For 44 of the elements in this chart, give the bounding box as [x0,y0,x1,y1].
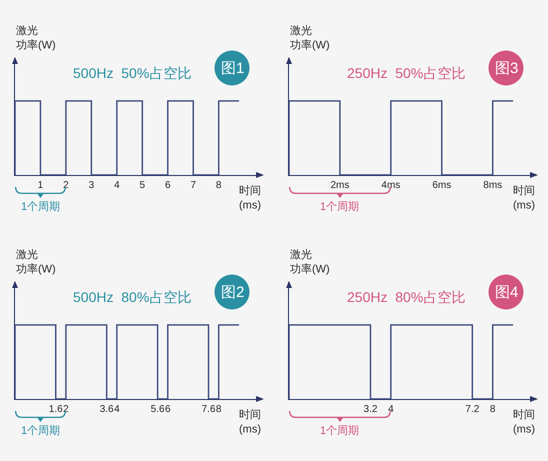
x-tick-label: 6 [165,180,171,192]
x-tick-label: 7.2 [465,404,480,416]
x-tick-label: 2ms [330,180,350,192]
text: 1个周期 [21,201,60,213]
x-tick-label: 1.6 [48,404,64,416]
x-axis-title: 时间 (ms) [513,408,535,436]
x-tick-label: 1 [38,180,44,192]
x-tick-label: 3.6 [100,404,114,416]
x-tick-label: 7.6 [202,404,216,416]
caption: 图3 [495,60,518,77]
x-tick-label: 7 [190,180,196,192]
y-axis-title: 激光功率(W) [290,248,330,276]
x-tick-label: 8ms [483,180,502,192]
x-tick-label: 8 [490,404,496,416]
text: 1个周期 [21,425,60,437]
x-tick-label: 2 [63,180,70,192]
chart-title: 500Hz 50%占空比 [73,65,192,81]
text: 1个周期 [320,201,360,213]
caption: 图2 [221,284,244,301]
x-axis-title: 时间 (ms) [239,184,261,212]
x-tick-label: 2 [63,404,70,416]
x-axis-title: 时间 (ms) [513,184,535,212]
x-tick-label: 8 [216,180,222,192]
x-tick-label: 4 [114,404,120,416]
y-axis-title: 激光功率(W) [290,24,330,52]
x-tick-label: 4ms [381,180,400,192]
x-tick-label: 3.2 [364,404,378,416]
x-tick-label: 5.6 [150,404,165,416]
chart-title: 250Hz 80%占空比 [347,289,466,305]
x-tick-label: 6ms [432,180,452,192]
caption: 图4 [495,284,518,301]
x-tick-label: 4 [114,180,120,192]
y-axis-title: 激光功率(W) [16,24,56,52]
x-tick-label: 8 [216,404,222,416]
y-axis-title: 激光功率(W) [16,248,56,276]
chart-title: 250Hz 50%占空比 [347,65,466,81]
chart-title: 500Hz 80%占空比 [73,289,192,305]
x-tick-label: 6 [165,404,171,416]
caption: 图1 [221,60,244,77]
x-tick-label: 5 [140,180,146,192]
x-axis-title: 时间 (ms) [239,408,261,436]
x-tick-label: 4 [388,404,394,416]
text: 1个周期 [320,425,360,437]
x-tick-label: 3 [88,180,95,192]
